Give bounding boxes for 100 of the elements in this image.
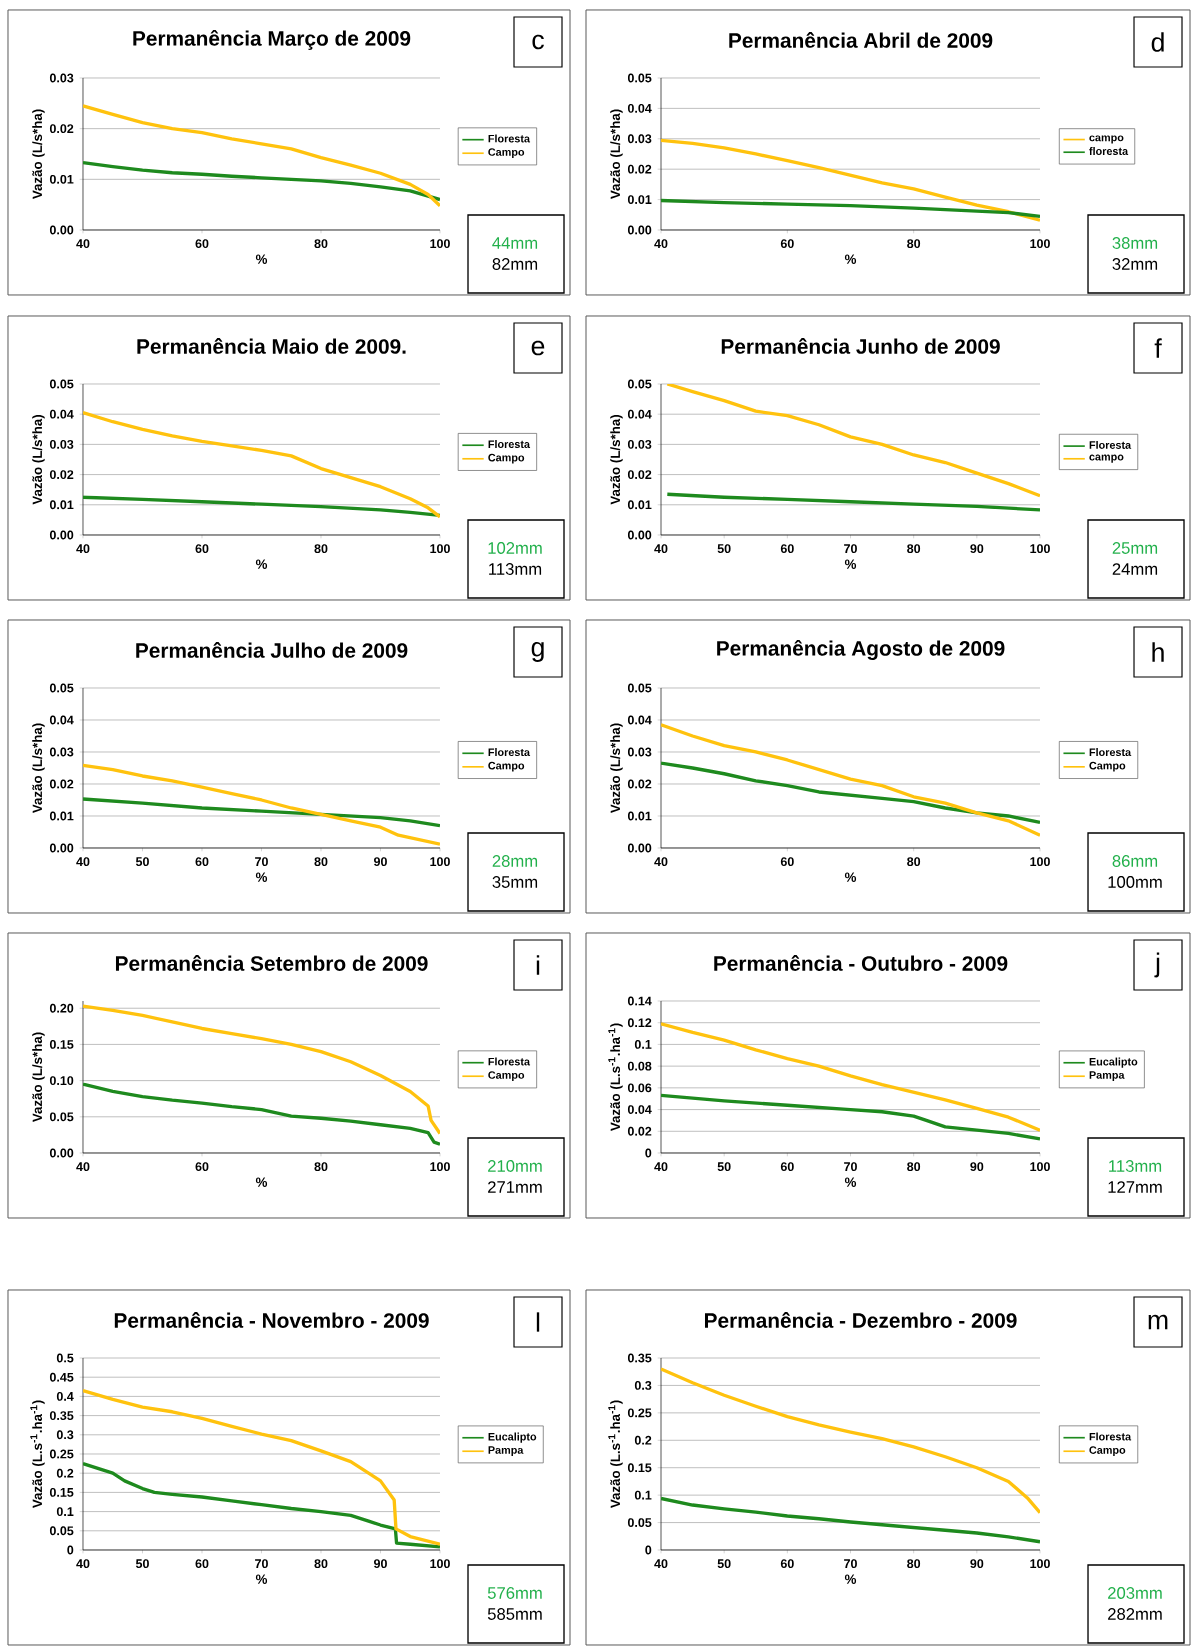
line-series	[661, 1093, 1041, 1141]
legend-label: Floresta	[488, 134, 531, 143]
y-axis-title: Vazão (L.s$^{-1}$.ha$^{-1}$)	[608, 1023, 623, 1132]
x-tick-label: 60	[780, 857, 794, 867]
line-series	[83, 104, 440, 208]
legend-label: Eucalipto	[1089, 1057, 1138, 1068]
x-tick-label: 80	[907, 1162, 921, 1172]
x-tick-label: 100	[1030, 857, 1050, 867]
text: 44mm	[492, 237, 538, 249]
y-tick-label: 0.03	[627, 439, 652, 449]
y-tick-label: 0.05	[49, 1526, 74, 1536]
y-tick-label: 0.00	[627, 530, 652, 540]
y-tick-label: 0.04	[49, 409, 74, 419]
y-tick-label: 0.02	[49, 124, 74, 134]
text: 102mm	[488, 542, 542, 554]
x-tick-label: 80	[314, 857, 328, 867]
x-axis-title: %	[255, 1177, 268, 1187]
y-tick-label: 0.02	[49, 470, 74, 480]
x-tick-label: 40	[76, 1162, 90, 1172]
text: 35mm	[492, 876, 538, 888]
x-tick-label: 50	[717, 1162, 731, 1172]
y-tick-label: 0.05	[49, 1112, 74, 1122]
y-tick-label: 0.00	[627, 225, 652, 235]
chart-title: Permanência Setembro de 2009	[115, 955, 428, 971]
x-tick-label: 60	[780, 544, 794, 554]
y-tick-label: 0.05	[627, 73, 652, 83]
text: 28mm	[492, 855, 538, 867]
legend-label: Campo	[488, 761, 525, 772]
chart-title: Permanência Junho de 2009	[721, 338, 1000, 354]
y-tick-label: 0.02	[627, 164, 652, 174]
y-tick-label: 0	[645, 1545, 652, 1555]
chart-title: Permanência - Outubro - 2009	[714, 955, 1008, 971]
x-tick-label: 50	[717, 1559, 731, 1569]
text: 113mm	[489, 563, 542, 575]
y-tick-label: 0.05	[49, 379, 74, 389]
text: 38mm	[1112, 237, 1158, 249]
y-tick-label: 0.05	[627, 683, 652, 693]
y-tick-label: 0.04	[627, 715, 652, 725]
x-axis-title: %	[255, 254, 268, 264]
y-tick-label: 0.1	[634, 1490, 652, 1500]
text: 82mm	[492, 258, 538, 270]
chart-title: Permanência Março de 2009	[133, 30, 411, 50]
legend-label: Floresta	[488, 1057, 531, 1066]
x-tick-label: 100	[1030, 1559, 1050, 1569]
x-tick-label: 70	[255, 1559, 268, 1569]
x-tick-label: 40	[654, 239, 668, 249]
legend-label: Campo	[488, 148, 525, 159]
y-tick-label: 0.00	[49, 843, 74, 853]
y-tick-label: 0.2	[56, 1468, 74, 1478]
y-tick-label: 0	[67, 1545, 74, 1555]
y-tick-label: 0.1	[56, 1507, 74, 1517]
y-axis-title: Vazão (L/s*ha)	[32, 109, 45, 200]
legend-label: Campo	[1089, 761, 1126, 772]
text: 271mm	[488, 1181, 542, 1193]
y-tick-label: 0.05	[49, 683, 74, 693]
text: j	[1154, 952, 1160, 978]
x-tick-label: 50	[135, 857, 149, 867]
y-axis-title: Vazão (L/s*ha)	[32, 723, 45, 814]
y-tick-label: 0.15	[627, 1463, 652, 1473]
x-tick-label: 40	[76, 239, 90, 249]
y-tick-label: 0.03	[49, 73, 74, 83]
y-axis-title: Vazão (L.s$^{-1}$.ha$^{-1}$)	[608, 1400, 623, 1509]
x-tick-label: 70	[844, 1559, 857, 1569]
y-tick-label: 0.06	[627, 1083, 652, 1093]
y-tick-label: 0.02	[627, 779, 652, 789]
y-tick-label: 0.04	[627, 103, 652, 113]
x-tick-label: 40	[654, 1559, 668, 1569]
x-tick-label: 90	[373, 1559, 387, 1569]
legend-label: Campo	[488, 1071, 525, 1082]
x-tick-label: 80	[314, 239, 328, 249]
line-series	[665, 383, 1041, 498]
legend-label: Floresta	[1089, 440, 1132, 449]
y-tick-label: 0.01	[49, 811, 74, 821]
y-tick-label: 0.02	[627, 470, 652, 480]
y-tick-label: 0.04	[49, 715, 74, 725]
x-axis-title: %	[255, 559, 268, 569]
text: i	[536, 955, 540, 975]
y-tick-label: 0.45	[49, 1372, 74, 1382]
x-axis-title: %	[844, 872, 857, 882]
y-tick-label: 0.00	[49, 225, 74, 235]
x-tick-label: 80	[314, 1162, 328, 1172]
y-tick-label: 0.4	[56, 1391, 74, 1401]
legend-label: Campo	[1089, 1446, 1126, 1457]
line-series	[83, 411, 440, 519]
x-tick-label: 80	[314, 1559, 328, 1569]
legend-label: campo	[1089, 454, 1124, 463]
x-tick-label: 90	[970, 1559, 984, 1569]
y-tick-label: 0.02	[49, 779, 74, 789]
y-tick-label: 0.03	[627, 134, 652, 144]
text: 25mm	[1112, 542, 1158, 554]
y-tick-label: 0.35	[49, 1411, 74, 1421]
chart-title: Permanência Abril de 2009	[729, 32, 993, 48]
y-tick-label: 0.01	[627, 811, 652, 821]
y-tick-label: 0.08	[627, 1061, 652, 1071]
chart-title: Permanência Maio de 2009.	[137, 338, 406, 354]
x-tick-label: 70	[255, 857, 268, 867]
x-tick-label: 90	[373, 857, 387, 867]
text: d	[1151, 32, 1164, 52]
x-axis-title: %	[844, 254, 857, 264]
y-axis-title: Vazão (L/s*ha)	[610, 414, 623, 505]
